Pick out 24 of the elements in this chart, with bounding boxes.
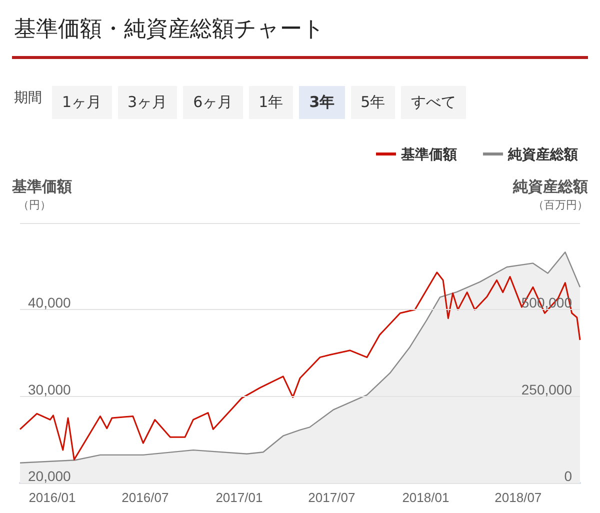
period-button: 1ヶ月	[52, 86, 112, 119]
y-axis-title: 基準価額（円）	[11, 178, 72, 212]
y2-tick-label: 0	[564, 468, 572, 484]
x-tick-label: 2017/01	[216, 490, 263, 505]
x-tick-label: 2017/07	[308, 490, 356, 505]
period-button: 3ヶ月	[118, 86, 178, 119]
y2-axis-title: 純資産総額（百万円）	[512, 178, 588, 212]
y2-tick-label: 250,000	[521, 381, 572, 398]
y-tick-label: 20,000	[28, 468, 72, 484]
period-button: すべて	[401, 86, 466, 119]
period-button: 6ヶ月	[183, 86, 243, 119]
period-button: 1年	[248, 86, 294, 119]
x-tick-label: 2018/01	[402, 490, 450, 505]
x-tick-label: 2016/07	[122, 490, 169, 505]
y-tick-label: 40,000	[28, 294, 72, 311]
y-tick-label: 30,000	[28, 381, 72, 398]
legend-label: 純資産総額	[507, 146, 578, 162]
chart-title: 基準価額・純資産総額チャート	[14, 16, 325, 44]
text: 期間	[14, 88, 42, 106]
x-tick-label: 2018/07	[494, 490, 542, 505]
legend-label: 基準価額	[400, 146, 457, 162]
period-button: 3年	[299, 86, 345, 119]
period-button: 5年	[350, 86, 396, 119]
x-tick-label: 2016/01	[28, 490, 76, 505]
